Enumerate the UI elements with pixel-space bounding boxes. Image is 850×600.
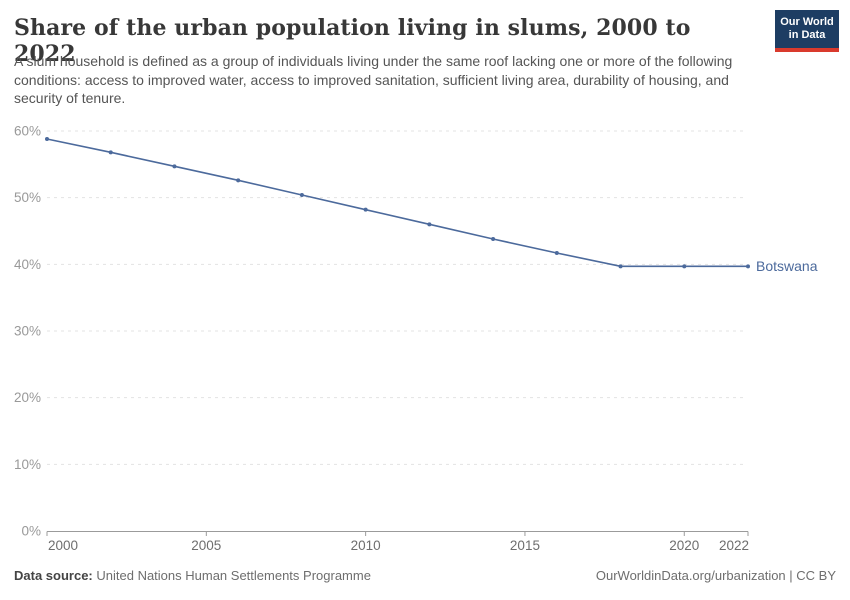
data-point[interactable] — [427, 222, 432, 227]
series-line[interactable] — [46, 138, 748, 268]
data-point[interactable] — [45, 137, 49, 141]
entity-label[interactable]: Botswana — [756, 258, 818, 274]
line-chart: 0% 10% 20% 30% 40% 50% 60% 2000 2005 2010 2015 2020… — [14, 124, 818, 554]
data-point[interactable] — [682, 264, 687, 269]
y-tick-label: 50% — [14, 190, 41, 205]
footer-link[interactable]: OurWorldinData.org/urbanization | CC BY — [595, 568, 836, 583]
chart-subtitle: A slum household is defined as a group o… — [14, 53, 733, 107]
data-point[interactable] — [554, 251, 559, 255]
data-point[interactable] — [299, 193, 304, 197]
data-point[interactable] — [363, 207, 368, 212]
y-tick-label: 10% — [14, 457, 41, 472]
x-tick-label: 2010 — [351, 538, 381, 553]
data-source: Data source: United Nations Human Settle… — [14, 568, 371, 583]
owid-logo-line1: Our World — [780, 16, 834, 29]
y-tick-label: 30% — [14, 324, 41, 339]
y-tick-label: 40% — [14, 257, 41, 272]
page-title: Share of the urban population living in … — [14, 15, 691, 68]
data-source-label: Data source: — [14, 568, 93, 583]
y-tick-label: 20% — [14, 390, 41, 405]
owid-logo-line2: in Data — [788, 29, 826, 41]
data-point[interactable] — [491, 237, 496, 241]
data-point[interactable] — [172, 164, 177, 169]
x-tick-label: 2000 — [48, 538, 78, 553]
data-point[interactable] — [746, 264, 750, 269]
y-tick-label: 60% — [14, 124, 41, 139]
data-source-value: United Nations Human Settlements Program… — [96, 568, 371, 583]
data-point[interactable] — [108, 150, 113, 155]
chart-footer: Data source: United Nations Human Settle… — [14, 568, 836, 583]
data-point[interactable] — [236, 178, 241, 183]
x-tick-label: 2015 — [510, 538, 540, 553]
owid-logo[interactable]: Our World in Data — [775, 10, 839, 52]
y-tick-label: 0% — [21, 524, 41, 539]
x-tick-label: 2020 — [669, 538, 699, 553]
x-tick-label: 2022 — [719, 538, 749, 553]
x-tick-label: 2005 — [191, 538, 221, 553]
data-point[interactable] — [618, 264, 623, 269]
